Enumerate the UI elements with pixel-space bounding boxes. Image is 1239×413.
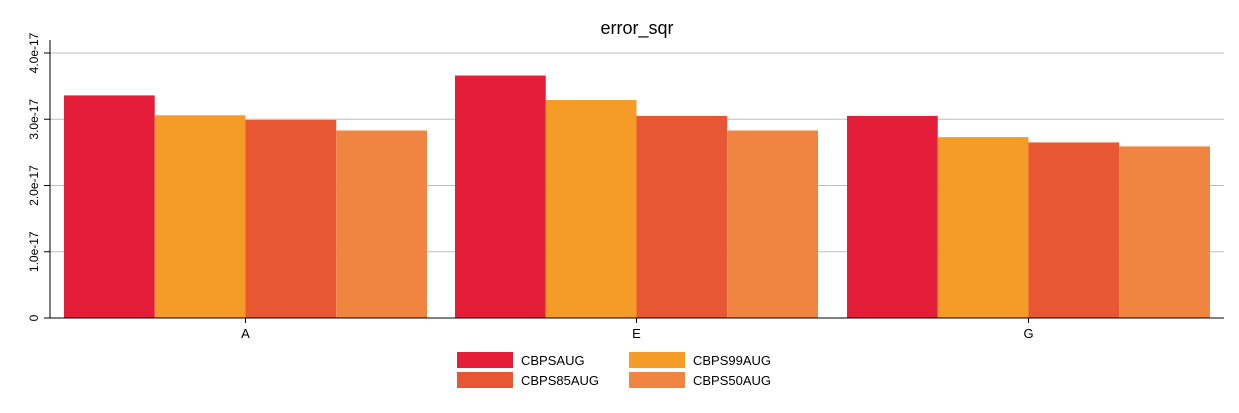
axes-layer: 0 1.0e-17 2.0e-17 3.0e-17 4.0e-17 A E G [27,32,1224,341]
legend-label: CBPSAUG [521,352,585,368]
legend-item-cbpsaug: CBPSAUG [457,351,585,369]
y-tick-label: 4.0e-17 [27,32,41,73]
bar-cbps99aug-a [154,115,246,319]
bar-cbps85aug-e [636,115,728,318]
bar-cbpsaug-g [847,115,938,318]
bar-cbps85aug-g [1028,142,1120,318]
bar-cbps50aug-e [727,130,818,318]
x-tick-label: A [241,326,250,341]
legend-label: CBPS50AUG [693,372,772,388]
chart-title: error_sqr [600,18,673,39]
legend: CBPSAUG CBPS99AUG CBPS85AUG CBPS50AUG [457,351,817,391]
bar-cbps50aug-a [336,130,427,318]
bar-cbps99aug-g [937,137,1029,318]
x-tick-label: G [1023,326,1033,341]
legend-swatch [629,352,685,368]
y-tick-label: 2.0e-17 [27,165,41,206]
y-tick-label: 1.0e-17 [27,231,41,272]
legend-label: CBPS99AUG [693,352,772,368]
legend-swatch [629,372,685,388]
legend-swatch [457,372,513,388]
y-tick-label: 0 [27,314,41,321]
bar-cbps99aug-e [545,100,637,318]
bar-cbpsaug-e [455,75,546,319]
bar-cbps85aug-a [245,119,337,318]
bar-cbpsaug-a [64,95,155,319]
legend-item-cbps50aug: CBPS50AUG [629,371,771,389]
legend-item-cbps85aug: CBPS85AUG [457,371,599,389]
bar-cbps50aug-g [1119,146,1210,318]
legend-label: CBPS85AUG [521,372,600,388]
y-tick-label: 3.0e-17 [27,99,41,140]
x-tick-label: E [632,326,641,341]
legend-swatch [457,352,513,368]
legend-item-cbps99aug: CBPS99AUG [629,351,771,369]
bars-layer [64,75,1210,319]
